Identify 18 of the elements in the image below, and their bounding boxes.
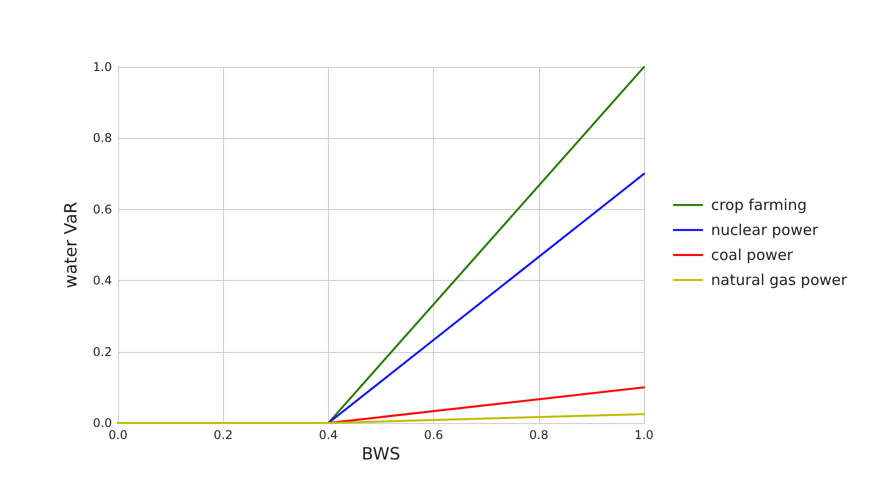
legend-label: nuclear power <box>711 221 819 239</box>
legend-label: crop farming <box>711 196 807 214</box>
y-tick-label: 0.8 <box>92 131 112 146</box>
y-tick-label: 0.0 <box>92 416 112 430</box>
x-tick-label: 0.2 <box>214 428 233 442</box>
legend-label: coal power <box>711 246 794 264</box>
y-tick-label: 0.6 <box>92 202 112 216</box>
y-tick-label: 0.4 <box>92 274 112 288</box>
y-tick-label: 1.0 <box>92 60 112 74</box>
x-tick-label: 0.8 <box>529 428 548 442</box>
x-axis-title: BWS <box>362 444 400 464</box>
x-tick-label: 0.0 <box>108 428 128 442</box>
y-tick-label: 0.2 <box>92 344 112 359</box>
x-tick-label: 1.0 <box>634 428 654 442</box>
y-axis-title: water VaR <box>62 202 82 288</box>
x-tick-label: 0.6 <box>424 428 444 442</box>
x-tick-label: 0.4 <box>318 428 338 442</box>
legend-label: natural gas power <box>711 271 848 289</box>
